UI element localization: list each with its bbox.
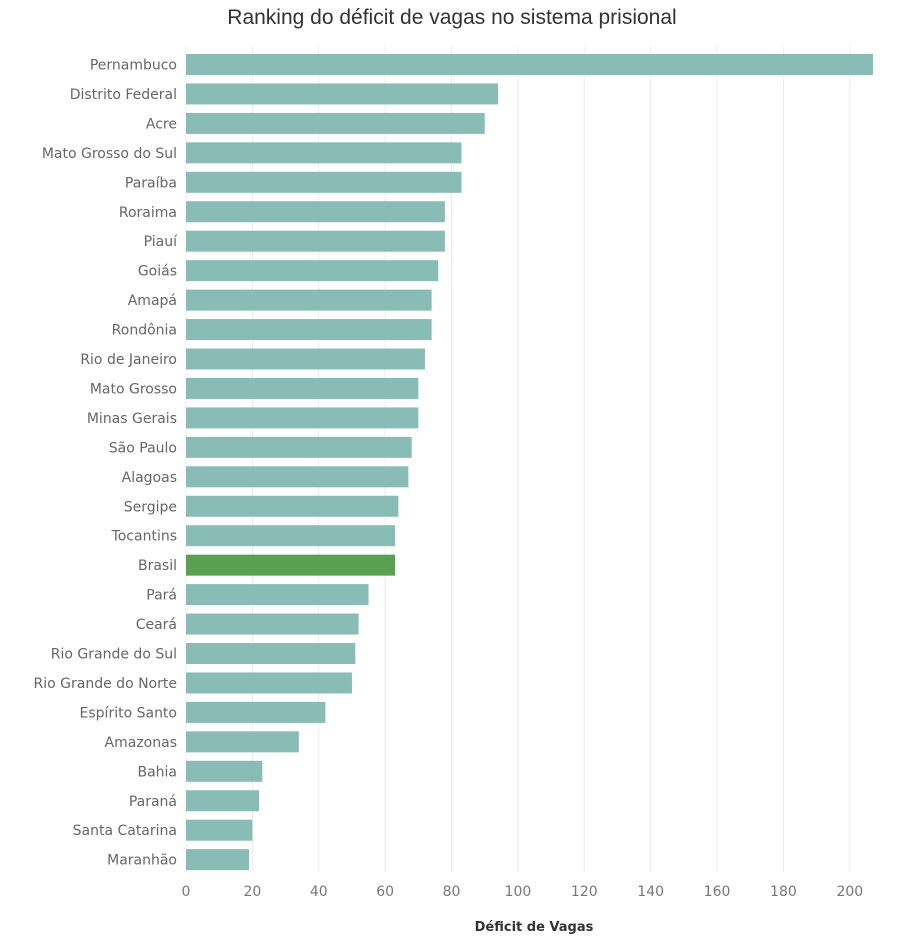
bar-highlighted[interactable] [186,554,396,576]
category-label: Minas Gerais [87,411,177,427]
category-label: Distrito Federal [70,87,177,103]
bar[interactable] [186,466,409,488]
category-label: Maranhão [107,853,177,869]
category-label: Pernambuco [90,58,177,74]
x-tick-label: 100 [505,884,532,900]
category-label: Paraíba [125,175,177,191]
bar[interactable] [186,525,396,547]
bar[interactable] [186,701,326,723]
bars [186,54,874,871]
bar[interactable] [186,54,874,75]
category-label: Rio de Janeiro [80,352,177,368]
bar[interactable] [186,260,439,282]
x-tick-label: 0 [182,884,191,900]
bar[interactable] [186,819,253,841]
category-label: Sergipe [124,499,177,515]
bar[interactable] [186,436,412,458]
category-label: Alagoas [122,470,177,486]
category-label: Rio Grande do Sul [51,647,177,663]
x-tick-label: 20 [243,884,261,900]
category-label: Brasil [138,558,177,574]
bar[interactable] [186,112,485,134]
bar[interactable] [186,289,432,311]
x-tick-label: 60 [376,884,394,900]
x-tick-label: 200 [836,884,863,900]
bar[interactable] [186,348,425,370]
x-axis-title: Déficit de Vagas [475,920,594,935]
bar[interactable] [186,672,352,694]
category-label: Mato Grosso [90,381,177,397]
bar[interactable] [186,731,299,753]
bar[interactable] [186,319,432,341]
bar[interactable] [186,495,399,517]
category-label: Tocantins [111,529,177,545]
chart-title: Ranking do déficit de vagas no sistema p… [227,6,677,29]
category-label: Pará [146,588,177,604]
category-label: São Paulo [109,440,177,456]
bar[interactable] [186,643,356,664]
category-label: Piauí [144,234,178,250]
bar[interactable] [186,171,462,193]
bar[interactable] [186,377,419,399]
category-label: Santa Catarina [73,823,177,839]
x-tick-label: 180 [770,884,797,900]
category-label: Acre [146,116,177,132]
category-label: Ceará [136,617,177,633]
x-tick-label: 120 [571,884,598,900]
bar[interactable] [186,584,369,606]
category-label: Mato Grosso do Sul [42,146,177,162]
category-label: Amapá [128,293,177,309]
category-label: Espírito Santo [80,705,177,721]
x-tick-label: 40 [310,884,328,900]
bar[interactable] [186,790,260,812]
category-label: Goiás [138,264,177,280]
bar[interactable] [186,230,445,252]
bar[interactable] [186,201,445,223]
gridlines [185,46,851,872]
bar[interactable] [186,407,419,429]
category-label: Amazonas [105,735,177,751]
category-label: Bahia [137,764,177,780]
x-axis-ticks: 0 20 40 60 80 100 120 140 160 180 200 [182,884,864,900]
bar[interactable] [186,83,498,105]
bar[interactable] [186,613,359,635]
category-label: Rio Grande do Norte [34,676,177,692]
x-tick-label: 80 [443,884,461,900]
category-labels: Pernambuco Distrito Federal Acre Mato Gross… [34,58,179,869]
x-tick-label: 140 [637,884,664,900]
x-tick-label: 160 [704,884,731,900]
category-label: Paraná [129,794,177,810]
bar[interactable] [186,760,263,782]
category-label: Roraima [119,205,177,221]
bar[interactable] [186,142,462,164]
category-label: Rondônia [112,323,177,339]
bar[interactable] [186,849,250,871]
